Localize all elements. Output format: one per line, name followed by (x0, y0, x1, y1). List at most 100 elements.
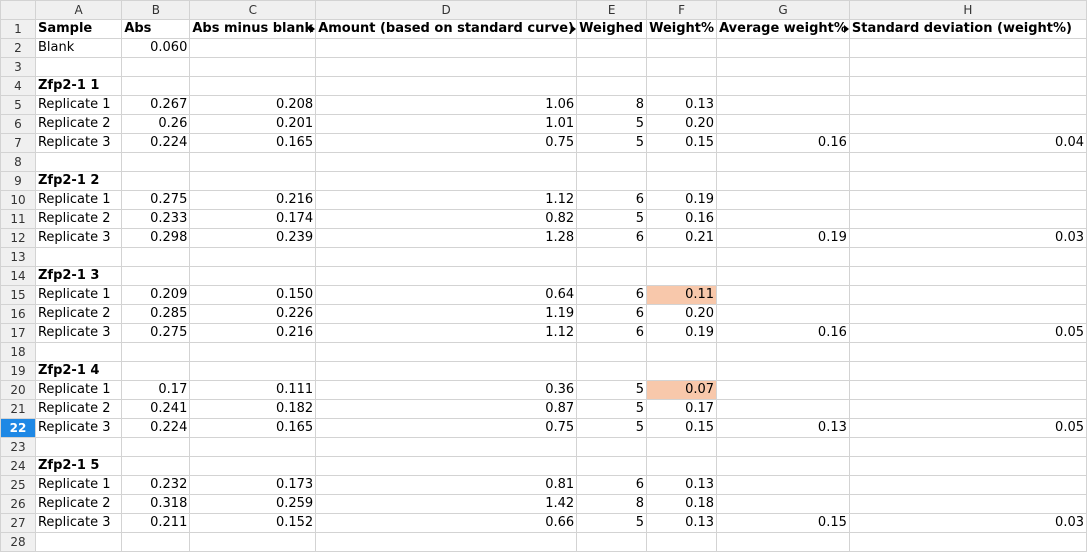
row-header[interactable]: 11 (0, 209, 36, 229)
column-header-a[interactable]: A (34, 0, 123, 20)
cell-a[interactable]: Replicate 3 (34, 418, 123, 438)
row-header[interactable]: 5 (0, 95, 36, 115)
cell-f[interactable] (646, 247, 718, 267)
cell-e[interactable] (576, 247, 648, 267)
cell-c[interactable] (189, 76, 317, 96)
cell-a[interactable]: Replicate 2 (34, 114, 123, 134)
cell-d[interactable]: 0.75 (315, 418, 578, 438)
cell-d[interactable]: 1.12 (315, 190, 578, 210)
cell-f[interactable]: 0.11 (646, 285, 718, 305)
cell-h[interactable]: 0.03 (848, 513, 1087, 533)
cell-a[interactable] (34, 342, 123, 362)
cell-h[interactable] (848, 247, 1087, 267)
cell-b[interactable] (121, 266, 191, 286)
cell-f[interactable]: 0.07 (646, 380, 718, 400)
cell-e[interactable]: 6 (576, 323, 648, 343)
cell-b[interactable]: 0.209 (121, 285, 191, 305)
cell-b[interactable] (121, 152, 191, 172)
cell-c[interactable] (189, 152, 317, 172)
cell-b[interactable] (121, 247, 191, 267)
cell-b[interactable] (121, 532, 191, 552)
cell-a[interactable]: Zfp2-1 5 (34, 456, 123, 476)
cell-f[interactable] (646, 437, 718, 457)
cell-h[interactable] (848, 475, 1087, 495)
row-header[interactable]: 25 (0, 475, 36, 495)
cell-d[interactable]: 0.64 (315, 285, 578, 305)
cell-d[interactable] (315, 437, 578, 457)
cell-e[interactable]: 8 (576, 494, 648, 514)
cell-h[interactable] (848, 494, 1087, 514)
cell-a[interactable]: Replicate 1 (34, 95, 123, 115)
cell-e[interactable]: 6 (576, 475, 648, 495)
cell-f[interactable]: 0.20 (646, 114, 718, 134)
cell-f[interactable]: 0.21 (646, 228, 718, 248)
cell-f[interactable]: 0.19 (646, 190, 718, 210)
cell-c[interactable]: 0.152 (189, 513, 317, 533)
cell-h[interactable] (848, 76, 1087, 96)
cell-c[interactable]: 0.216 (189, 190, 317, 210)
cell-d[interactable] (315, 532, 578, 552)
cell-a[interactable] (34, 437, 123, 457)
cell-h[interactable] (848, 456, 1087, 476)
cell-f[interactable] (646, 171, 718, 191)
cell-f[interactable]: 0.16 (646, 209, 718, 229)
cell-g[interactable] (716, 266, 850, 286)
cell-d[interactable]: 1.01 (315, 114, 578, 134)
header-cell-c[interactable]: Abs minus blank (189, 19, 317, 39)
column-header-h[interactable]: H (848, 0, 1087, 20)
cell-c[interactable]: 0.259 (189, 494, 317, 514)
row-header[interactable]: 24 (0, 456, 36, 476)
cell-b[interactable]: 0.224 (121, 133, 191, 153)
cell-b[interactable]: 0.275 (121, 190, 191, 210)
header-cell-e[interactable]: Weighed (576, 19, 648, 39)
cell-f[interactable]: 0.20 (646, 304, 718, 324)
cell-f[interactable] (646, 76, 718, 96)
cell-b[interactable]: 0.224 (121, 418, 191, 438)
cell-a[interactable]: Replicate 3 (34, 133, 123, 153)
row-header[interactable]: 7 (0, 133, 36, 153)
cell-g[interactable]: 0.16 (716, 133, 850, 153)
cell-a[interactable]: Replicate 1 (34, 285, 123, 305)
cell-b[interactable] (121, 171, 191, 191)
cell-f[interactable] (646, 456, 718, 476)
header-cell-d[interactable]: Amount (based on standard curve) (315, 19, 578, 39)
cell-e[interactable]: 5 (576, 380, 648, 400)
row-header[interactable]: 20 (0, 380, 36, 400)
cell-b[interactable] (121, 342, 191, 362)
cell-e[interactable]: 5 (576, 513, 648, 533)
cell-a[interactable] (34, 247, 123, 267)
row-header[interactable]: 23 (0, 437, 36, 457)
cell-e[interactable]: 6 (576, 304, 648, 324)
cell-g[interactable]: 0.15 (716, 513, 850, 533)
cell-h[interactable] (848, 304, 1087, 324)
cell-g[interactable] (716, 152, 850, 172)
header-cell-h[interactable]: Standard deviation (weight%) (848, 19, 1087, 39)
cell-g[interactable] (716, 247, 850, 267)
cell-b[interactable] (121, 57, 191, 77)
cell-b[interactable]: 0.275 (121, 323, 191, 343)
cell-h[interactable]: 0.03 (848, 228, 1087, 248)
cell-e[interactable] (576, 38, 648, 58)
row-header[interactable]: 27 (0, 513, 36, 533)
cell-e[interactable] (576, 532, 648, 552)
cell-f[interactable] (646, 152, 718, 172)
cell-g[interactable]: 0.19 (716, 228, 850, 248)
cell-h[interactable] (848, 171, 1087, 191)
cell-g[interactable] (716, 437, 850, 457)
cell-d[interactable] (315, 76, 578, 96)
cell-d[interactable]: 0.36 (315, 380, 578, 400)
cell-g[interactable] (716, 342, 850, 362)
cell-e[interactable]: 5 (576, 399, 648, 419)
cell-c[interactable] (189, 342, 317, 362)
cell-a[interactable]: Replicate 2 (34, 494, 123, 514)
cell-g[interactable] (716, 399, 850, 419)
cell-d[interactable] (315, 171, 578, 191)
cell-c[interactable] (189, 266, 317, 286)
cell-d[interactable] (315, 57, 578, 77)
cell-a[interactable]: Zfp2-1 2 (34, 171, 123, 191)
row-header[interactable]: 17 (0, 323, 36, 343)
cell-d[interactable] (315, 38, 578, 58)
cell-e[interactable] (576, 76, 648, 96)
cell-b[interactable] (121, 456, 191, 476)
cell-e[interactable] (576, 171, 648, 191)
